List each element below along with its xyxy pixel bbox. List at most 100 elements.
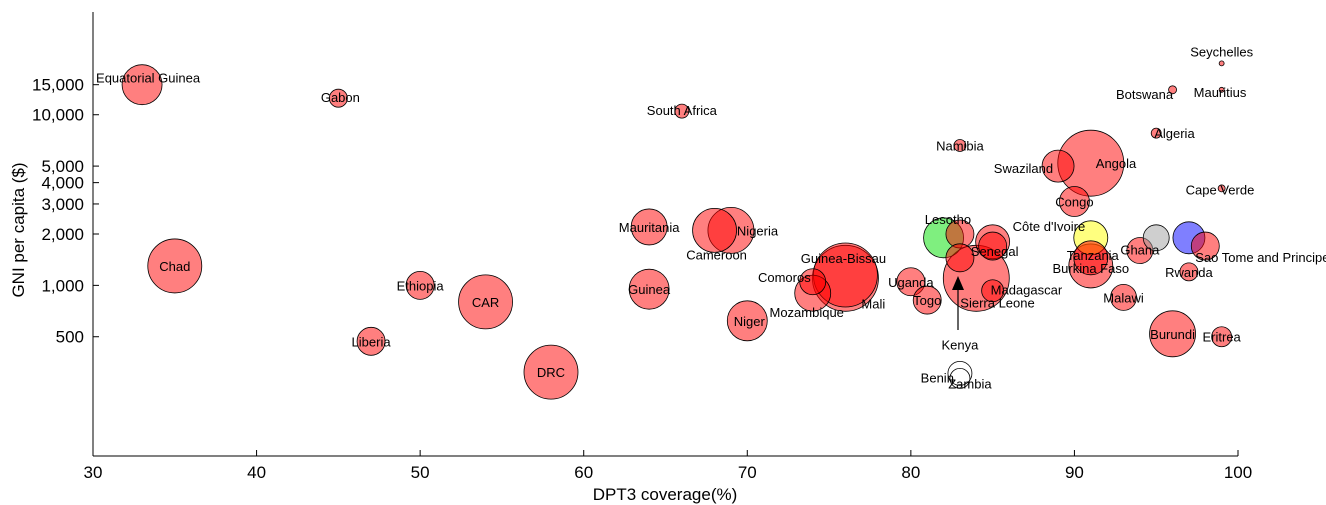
bubble-label: Nigeria	[737, 223, 779, 238]
bubble	[1211, 326, 1233, 348]
bubble-label: Sao Tome and Principe	[1195, 250, 1326, 265]
bubble-label: Malawi	[1103, 290, 1144, 305]
bubble	[458, 274, 513, 330]
bubble-label: Eritrea	[1202, 330, 1241, 345]
bubble	[356, 326, 386, 356]
bubble-labels: Equatorial Guinea Gabon South Africa Seyche…	[96, 44, 1326, 391]
bubble	[1059, 186, 1090, 217]
bubble-label: Cameroon	[686, 247, 747, 262]
bubble-label: Cape Verde	[1186, 182, 1255, 197]
y-axis-title: GNI per capita ($)	[9, 162, 28, 297]
bubble-label: Sierra Leone	[960, 295, 1034, 310]
bubble	[523, 344, 579, 400]
bubble-label: Senegal	[971, 244, 1019, 259]
bubble-label: Niger	[734, 314, 766, 329]
bubble	[1142, 224, 1170, 252]
bubble	[981, 279, 1005, 303]
x-tick-label: 40	[247, 463, 266, 482]
bubble-label: Chad	[159, 259, 190, 274]
bubble	[1150, 127, 1162, 139]
bubble-label: Uganda	[888, 275, 934, 290]
bubble-label: Mauritius	[1194, 85, 1247, 100]
x-tick-label: 80	[901, 463, 920, 482]
bubble	[1149, 310, 1196, 358]
y-tick-label: 4,000	[41, 174, 84, 193]
bubble-label: Comoros	[758, 270, 811, 285]
bubble	[1190, 231, 1220, 261]
bubble-label: Kenya	[941, 337, 979, 352]
bubble-label: Ethiopia	[397, 278, 445, 293]
bubble	[1041, 149, 1075, 183]
bubble-label: Ghana	[1120, 243, 1160, 258]
bubble-label: South Africa	[647, 103, 718, 118]
bubble-label: Rwanda	[1165, 265, 1213, 280]
bubble-label: Swaziland	[994, 161, 1053, 176]
bubble-label: CAR	[472, 295, 499, 310]
bubble	[692, 207, 737, 253]
bubble	[328, 88, 348, 108]
y-tick-label: 3,000	[41, 195, 84, 214]
y-tick-label: 15,000	[32, 76, 84, 95]
bubble-label: Benin	[921, 370, 954, 385]
kenya-arrow	[952, 276, 964, 330]
bubble	[1179, 262, 1199, 282]
bubble	[896, 267, 926, 297]
bubble	[978, 231, 1008, 261]
x-axis-title: DPT3 coverage(%)	[593, 485, 738, 504]
bubble	[628, 268, 670, 310]
bubble	[912, 285, 942, 315]
bubble	[947, 360, 973, 386]
bubble-label: Madagascar	[991, 283, 1063, 298]
bubble-label: Liberia	[352, 334, 392, 349]
y-tick-label: 1,000	[41, 276, 84, 295]
bubble	[1110, 284, 1137, 311]
bubble-label: Lesotho	[925, 212, 971, 227]
bubble-label: Algeria	[1154, 126, 1195, 141]
bubble	[953, 139, 967, 152]
bubble-label: Mali	[861, 296, 885, 311]
bubble	[674, 103, 690, 119]
x-ticks: 30 40 50 60 70 80 90 100	[84, 450, 1252, 482]
bubble-label: Burkina Faso	[1052, 261, 1129, 276]
y-tick-label: 2,000	[41, 225, 84, 244]
bubble	[945, 243, 975, 273]
bubble	[1218, 60, 1225, 67]
bubbles	[121, 60, 1233, 400]
bubble-label: Togo	[913, 293, 941, 308]
bubble-label: Angola	[1096, 156, 1137, 171]
x-tick-label: 70	[738, 463, 757, 482]
bubble	[1217, 184, 1226, 193]
bubble-label: DRC	[537, 365, 565, 380]
bubble-label: Côte d'Ivoire	[1013, 219, 1086, 234]
x-tick-label: 100	[1224, 463, 1252, 482]
bubble	[147, 238, 203, 294]
y-tick-label: 5,000	[41, 157, 84, 176]
bubble-label: Equatorial Guinea	[96, 71, 201, 86]
bubble	[121, 64, 163, 106]
bubble-label: Gabon	[321, 90, 360, 105]
bubble-label: Mozambique	[769, 305, 843, 320]
bubble-label: Mauritania	[619, 220, 680, 235]
bubble	[1218, 86, 1225, 93]
x-tick-label: 60	[574, 463, 593, 482]
bubble	[405, 270, 435, 300]
bubble	[630, 208, 668, 246]
bubble-label: Tanzania	[1067, 248, 1120, 263]
bubble-label: Guinea-Bissau	[801, 251, 886, 266]
bubble	[1168, 85, 1177, 95]
bubble-label: Congo	[1055, 195, 1093, 210]
bubble-label: Botswana	[1116, 87, 1174, 102]
x-tick-label: 50	[411, 463, 430, 482]
bubble-label: Namibia	[936, 139, 984, 154]
x-tick-label: 30	[84, 463, 103, 482]
y-tick-label: 500	[56, 328, 84, 347]
bubble-label: Burundi	[1150, 327, 1195, 342]
bubble-label: Seychelles	[1190, 44, 1253, 59]
bubble-label: Zambia	[948, 376, 992, 391]
bubble	[1073, 240, 1109, 276]
bubble	[949, 367, 971, 389]
x-tick-label: 90	[1065, 463, 1084, 482]
bubble	[799, 268, 827, 296]
